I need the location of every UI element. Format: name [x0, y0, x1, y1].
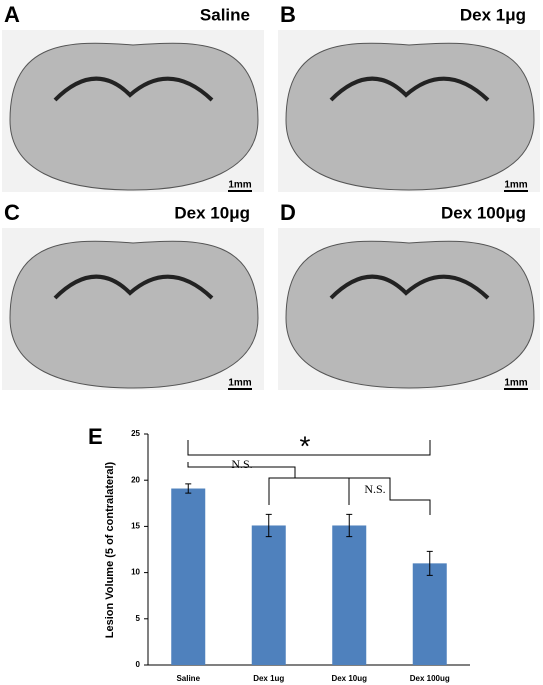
x-tick-label: Saline	[176, 674, 200, 683]
panel-title: Dex 100μg	[441, 203, 526, 222]
panel-letter: B	[280, 2, 296, 27]
scale-label: 1mm	[228, 378, 251, 389]
panel-letter: C	[4, 200, 20, 225]
bar	[412, 563, 447, 665]
y-tick-label: 10	[131, 568, 140, 577]
x-tick-label: Dex 1ug	[253, 674, 284, 683]
annotation: N.S.	[364, 482, 385, 496]
bar	[332, 525, 367, 665]
x-tick-label: Dex 100ug	[410, 674, 450, 683]
y-tick-label: 20	[131, 475, 140, 484]
hippocampus	[329, 274, 490, 300]
error-bar	[185, 483, 192, 494]
panel-title: Dex 10μg	[174, 203, 250, 222]
y-tick-label: 5	[136, 614, 141, 623]
brain-section	[285, 240, 535, 389]
significance-brackets	[187, 440, 431, 515]
error-bar	[426, 550, 433, 576]
scale-label: 1mm	[228, 180, 251, 191]
y-axis-label: Lesion Volume (5 of contralateral)	[104, 461, 116, 638]
error-bar	[265, 513, 272, 538]
panel-title: Dex 1μg	[460, 5, 526, 24]
annotation: N.S.	[231, 457, 252, 471]
hippocampus	[329, 76, 490, 102]
bar	[171, 488, 206, 665]
y-tick-label: 15	[131, 522, 140, 531]
panel-title: Saline	[200, 5, 250, 24]
y-tick-label: 0	[136, 660, 141, 669]
brain-section	[285, 42, 535, 191]
panel-letter: D	[280, 200, 296, 225]
panel-letter: E	[88, 424, 103, 449]
annotation: *	[300, 430, 311, 461]
brain-section	[9, 42, 259, 191]
panel-letter: A	[4, 2, 20, 27]
x-tick-label: Dex 10ug	[331, 674, 367, 683]
scale-label: 1mm	[504, 378, 527, 389]
scale-label: 1mm	[504, 180, 527, 191]
y-tick-label: 25	[131, 429, 140, 438]
image-panels: A Saline 1mm B Dex 1μg 1mm C Dex 10μg 1mm D Dex 10…	[2, 2, 540, 390]
bar	[251, 525, 286, 665]
brain-section	[9, 240, 259, 389]
hippocampus	[53, 76, 214, 102]
hippocampus	[53, 274, 214, 300]
error-bar	[346, 513, 353, 538]
